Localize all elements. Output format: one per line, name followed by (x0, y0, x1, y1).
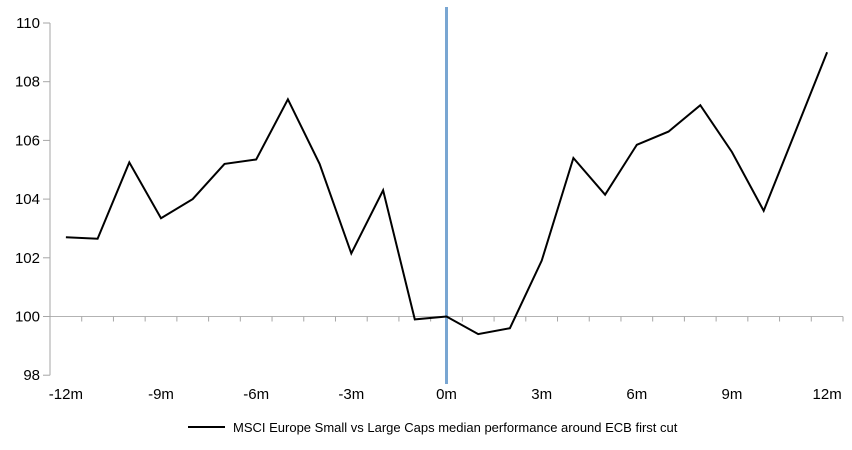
x-axis-label: -6m (243, 386, 269, 403)
x-axis-label: 9m (722, 386, 743, 403)
x-axis-label: 3m (531, 386, 552, 403)
x-axis-label: -9m (148, 386, 174, 403)
x-axis-label: -3m (338, 386, 364, 403)
y-axis-label: 98 (23, 367, 40, 384)
y-axis-label: 108 (15, 74, 40, 91)
y-axis-label: 104 (15, 191, 40, 208)
y-axis-label: 106 (15, 132, 40, 149)
y-axis-label: 100 (15, 309, 40, 326)
legend-label: MSCI Europe Small vs Large Caps median p… (233, 419, 678, 435)
series-group (65, 51, 829, 336)
x-axis-label: 6m (626, 386, 647, 403)
x-axis-label: 12m (813, 386, 842, 403)
y-axis-label: 102 (15, 250, 40, 267)
y-axis-label: 110 (16, 15, 40, 32)
x-axis-label: 0m (436, 386, 457, 403)
x-axis: -12m -9m -6m -3m 0m 3m 6m 9m 12m (49, 316, 844, 403)
legend-line-sample (188, 426, 225, 428)
y-axis: 98 100 102 104 106 108 110 (15, 15, 51, 384)
x-axis-label: -12m (49, 386, 83, 403)
series-line (65, 51, 829, 336)
legend: MSCI Europe Small vs Large Caps median p… (188, 419, 677, 435)
